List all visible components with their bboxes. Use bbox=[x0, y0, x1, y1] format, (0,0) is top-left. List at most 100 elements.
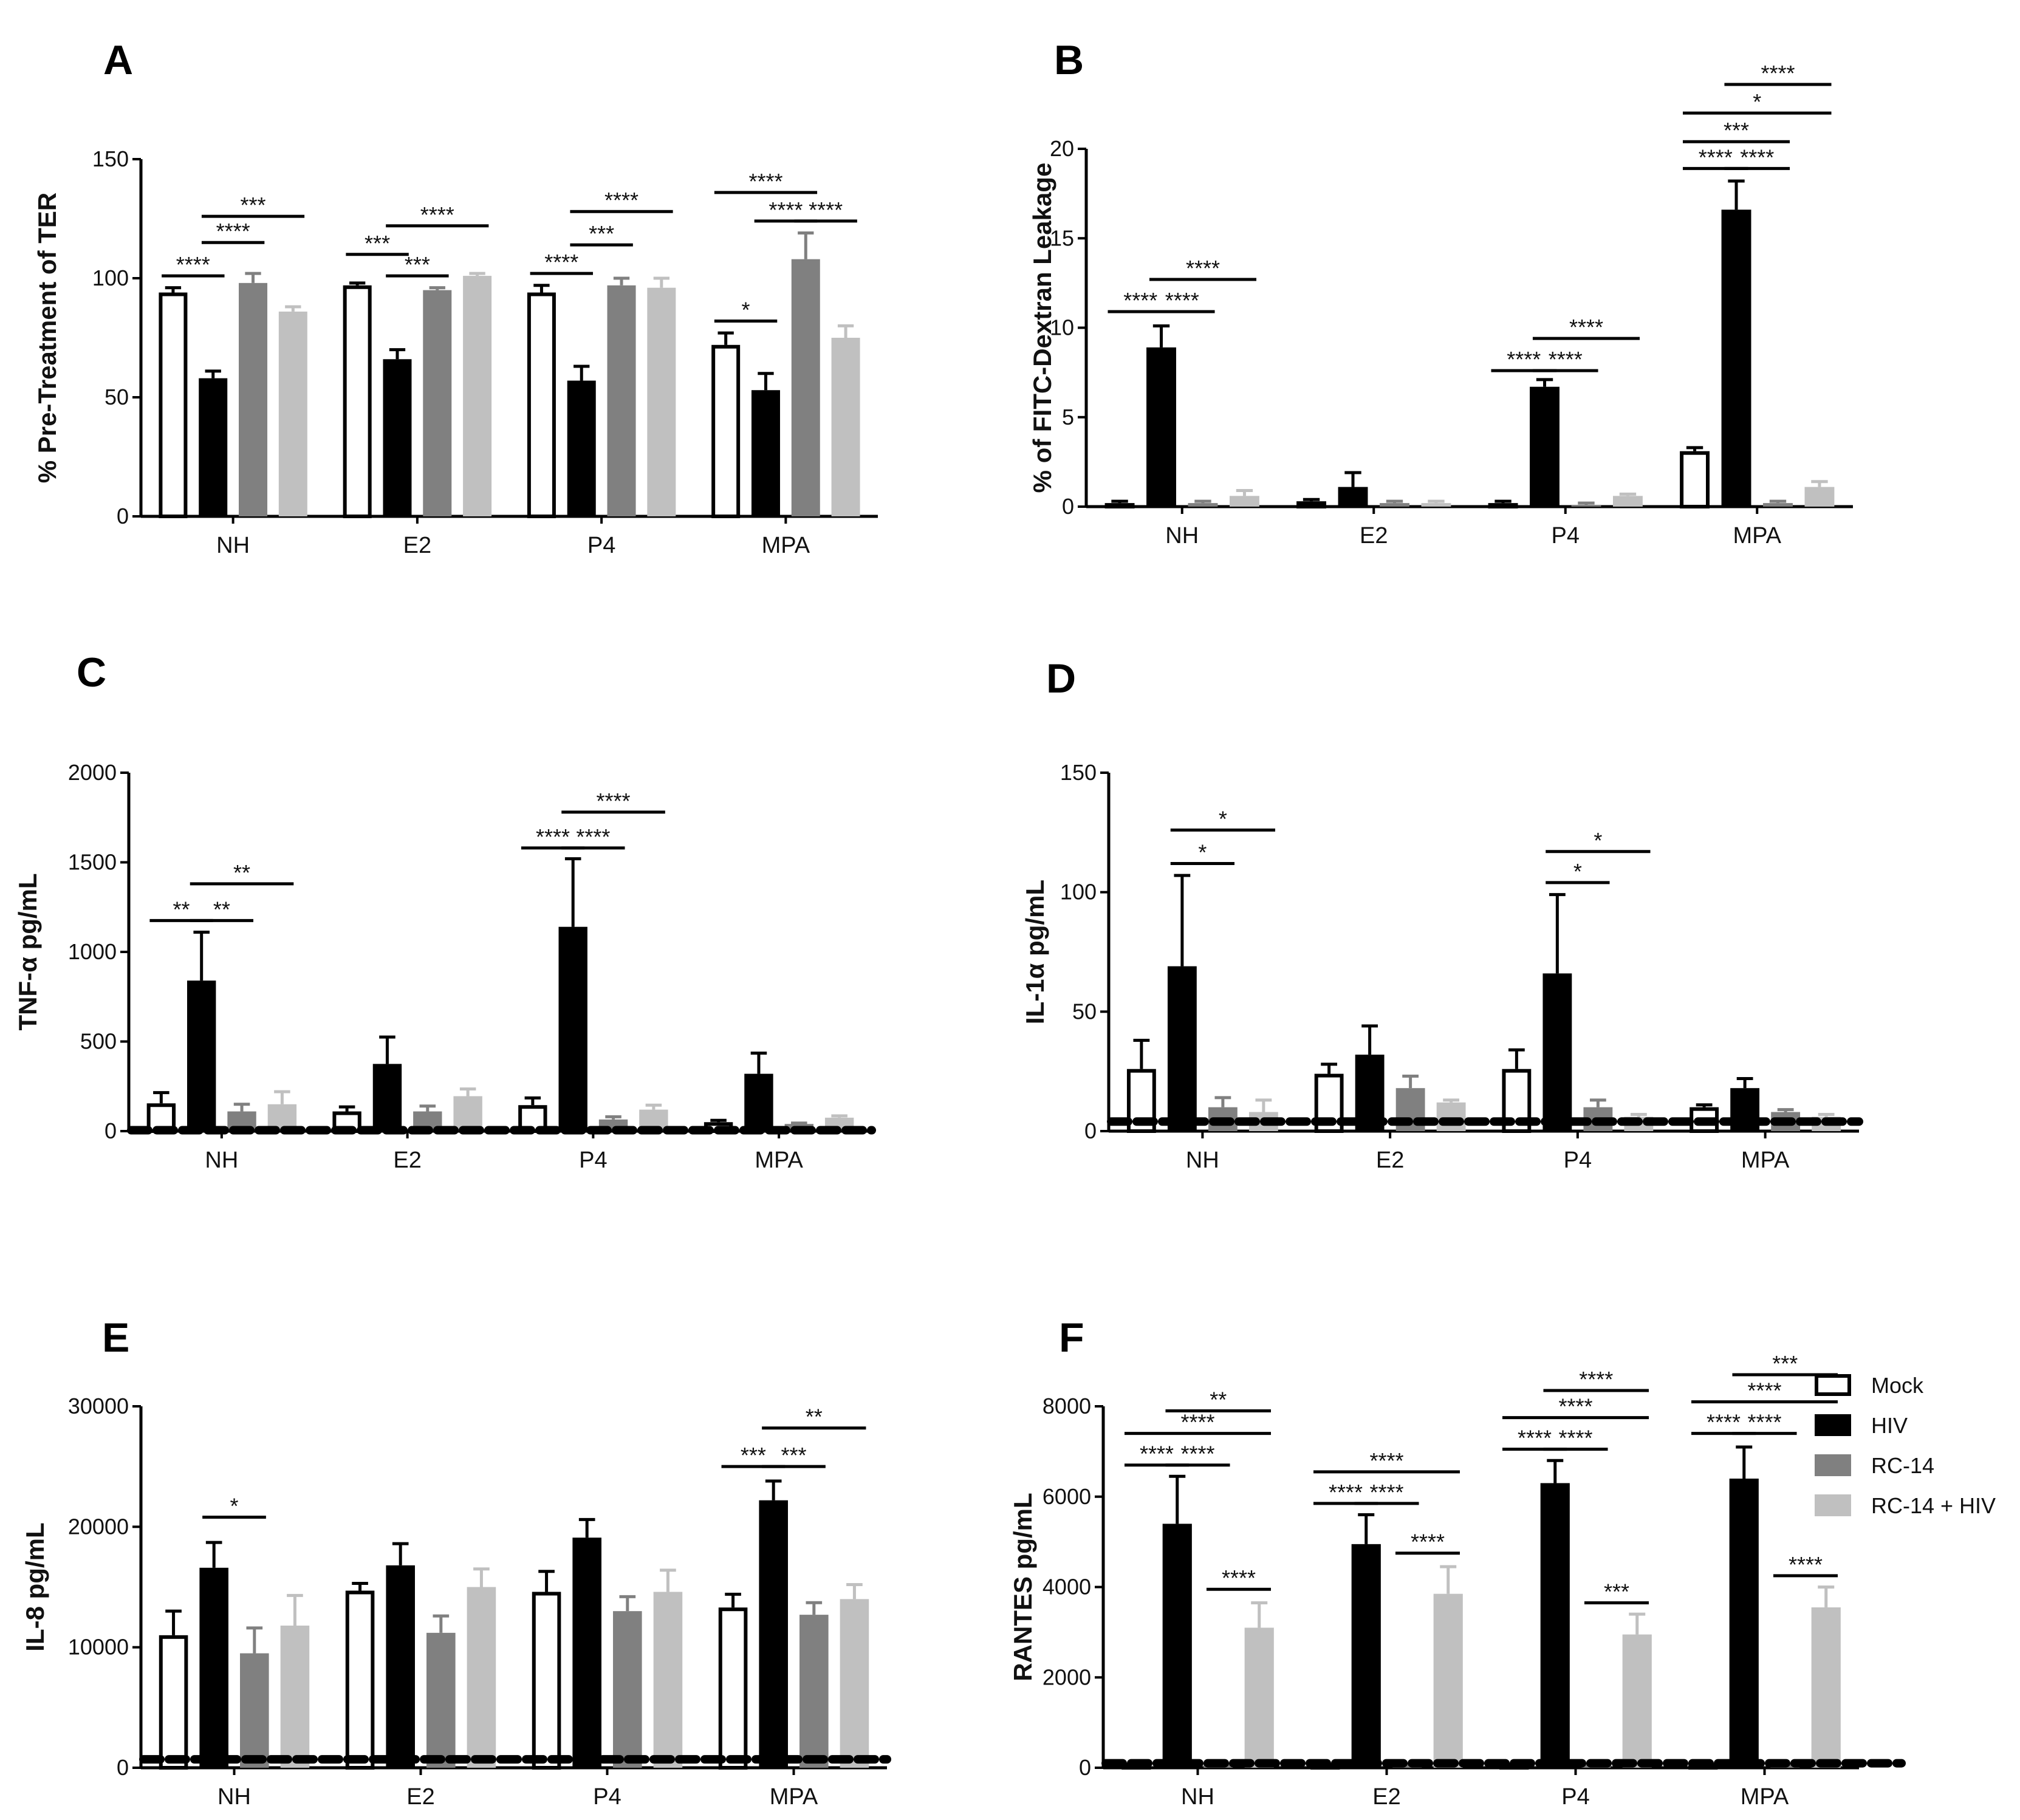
significance-label: **** bbox=[1558, 1394, 1592, 1419]
bar-rc-14 bbox=[607, 285, 636, 516]
significance-label: **** bbox=[1180, 1410, 1214, 1435]
significance-label: **** bbox=[1180, 1442, 1214, 1466]
significance-label: * bbox=[1573, 859, 1582, 884]
bar-hiv bbox=[572, 1538, 601, 1768]
y-tick-label: 0 bbox=[117, 1755, 129, 1780]
significance-label: ** bbox=[173, 897, 190, 922]
bar-hiv bbox=[1162, 1524, 1192, 1768]
significance-label: * bbox=[230, 1493, 238, 1518]
y-tick-label: 50 bbox=[1072, 999, 1097, 1024]
legend-swatch bbox=[1815, 1414, 1851, 1436]
bar-rc-14-hiv bbox=[280, 1625, 310, 1768]
y-tick-label: 5 bbox=[1062, 405, 1074, 429]
y-axis-label: TNF-α pg/mL bbox=[13, 873, 42, 1030]
significance-label: *** bbox=[241, 193, 266, 217]
x-tick-label: MPA bbox=[770, 1784, 818, 1810]
x-tick-label: MPA bbox=[1741, 1784, 1789, 1810]
panel-f: F RANTES pg/mL 0 2000 4000 6000 8000 NH E2 P4 MPA *… bbox=[1008, 1315, 1906, 1810]
bar-rc-14-hiv bbox=[1244, 1627, 1274, 1768]
y-tick-label: 100 bbox=[92, 265, 129, 290]
significance-label: * bbox=[1198, 840, 1207, 864]
y-axis-label: IL-8 pg/mL bbox=[21, 1522, 49, 1651]
significance-label: **** bbox=[1789, 1552, 1823, 1577]
significance-label: **** bbox=[1740, 145, 1774, 169]
y-tick-label: 1000 bbox=[68, 939, 117, 964]
bar-mock bbox=[343, 285, 372, 518]
y-tick-label: 0 bbox=[1079, 1755, 1091, 1780]
bar-rc-14-hiv bbox=[840, 1599, 869, 1768]
x-tick-label: E2 bbox=[1376, 1148, 1404, 1173]
significance-label: **** bbox=[604, 188, 639, 213]
bar-hiv bbox=[744, 1073, 773, 1131]
y-tick-label: 500 bbox=[80, 1029, 117, 1054]
bar-hiv bbox=[1540, 1483, 1570, 1768]
x-tick-label: MPA bbox=[762, 533, 810, 558]
y-tick-label: 0 bbox=[117, 504, 129, 529]
bar-rc-14-hiv bbox=[453, 1096, 482, 1131]
significance-label: ** bbox=[806, 1404, 823, 1429]
bar-rc-14 bbox=[240, 1653, 269, 1768]
x-tick-label: NH bbox=[1165, 523, 1199, 549]
bar-hiv bbox=[1542, 973, 1572, 1131]
bar-rc-14-hiv bbox=[1436, 1102, 1466, 1131]
x-tick-label: NH bbox=[216, 533, 250, 558]
bar-hiv bbox=[1351, 1544, 1381, 1768]
bar-mock bbox=[718, 1607, 748, 1770]
significance-label: **** bbox=[1549, 347, 1583, 372]
significance-label: **** bbox=[1165, 288, 1199, 313]
bar-mock bbox=[332, 1111, 361, 1134]
bar-hiv bbox=[372, 1064, 402, 1131]
y-tick-label: 50 bbox=[104, 385, 129, 409]
significance-label: **** bbox=[748, 169, 782, 194]
bar-mock bbox=[1296, 501, 1327, 508]
y-tick-label: 0 bbox=[1062, 494, 1074, 519]
y-axis-label: RANTES pg/mL bbox=[1008, 1493, 1037, 1681]
bar-hiv bbox=[1729, 1479, 1759, 1768]
significance-label: **** bbox=[1123, 288, 1157, 313]
significance-label: *** bbox=[1724, 118, 1749, 143]
bar-hiv bbox=[199, 1567, 228, 1768]
significance-label: **** bbox=[1579, 1367, 1613, 1392]
bar-mock bbox=[1680, 451, 1710, 509]
bar-rc-14 bbox=[239, 282, 268, 516]
significance-label: **** bbox=[1707, 1410, 1741, 1435]
y-tick-label: 0 bbox=[104, 1118, 117, 1143]
panel-d: D IL-1α pg/mL 0 50 100 150 NH E2 P4 MPA * * * * bbox=[1021, 655, 1863, 1173]
y-tick-label: 2000 bbox=[68, 760, 117, 785]
bar-rc-14 bbox=[1763, 503, 1793, 507]
significance-label: ** bbox=[213, 897, 230, 922]
x-tick-label: NH bbox=[217, 1784, 251, 1810]
significance-label: **** bbox=[1518, 1426, 1552, 1451]
x-tick-label: MPA bbox=[1741, 1148, 1790, 1173]
significance-label: **** bbox=[1329, 1480, 1363, 1505]
legend-label: RC-14 + HIV bbox=[1871, 1493, 1996, 1518]
y-tick-label: 8000 bbox=[1043, 1394, 1091, 1418]
panel-letter: E bbox=[102, 1315, 129, 1361]
panel-letter: D bbox=[1046, 655, 1076, 702]
bar-rc-14 bbox=[1380, 503, 1409, 507]
bar-hiv bbox=[187, 980, 216, 1131]
bar-mock bbox=[345, 1590, 375, 1770]
bar-hiv bbox=[1146, 347, 1176, 507]
bar-rc-14 bbox=[423, 290, 452, 516]
y-tick-label: 2000 bbox=[1043, 1664, 1091, 1689]
x-tick-label: MPA bbox=[755, 1148, 803, 1173]
panel-letter: C bbox=[77, 649, 106, 696]
bar-hiv bbox=[558, 926, 587, 1131]
bar-rc-14-hiv bbox=[653, 1592, 683, 1768]
bar-hiv bbox=[759, 1500, 788, 1768]
x-tick-label: P4 bbox=[593, 1784, 621, 1810]
x-tick-label: NH bbox=[1181, 1784, 1214, 1810]
significance-label: **** bbox=[1369, 1448, 1403, 1473]
y-tick-label: 30000 bbox=[68, 1394, 129, 1418]
significance-label: **** bbox=[576, 824, 610, 849]
bar-rc-14 bbox=[799, 1615, 829, 1768]
bar-hiv bbox=[383, 359, 412, 516]
y-tick-label: 150 bbox=[1060, 760, 1097, 785]
bar-rc-14-hiv bbox=[1804, 487, 1835, 507]
bar-rc-14-hiv bbox=[1622, 1634, 1652, 1768]
bar-rc-14-hiv bbox=[1229, 496, 1259, 507]
bar-rc-14 bbox=[426, 1632, 456, 1768]
bar-mock bbox=[1488, 503, 1518, 508]
y-tick-label: 6000 bbox=[1043, 1484, 1091, 1509]
